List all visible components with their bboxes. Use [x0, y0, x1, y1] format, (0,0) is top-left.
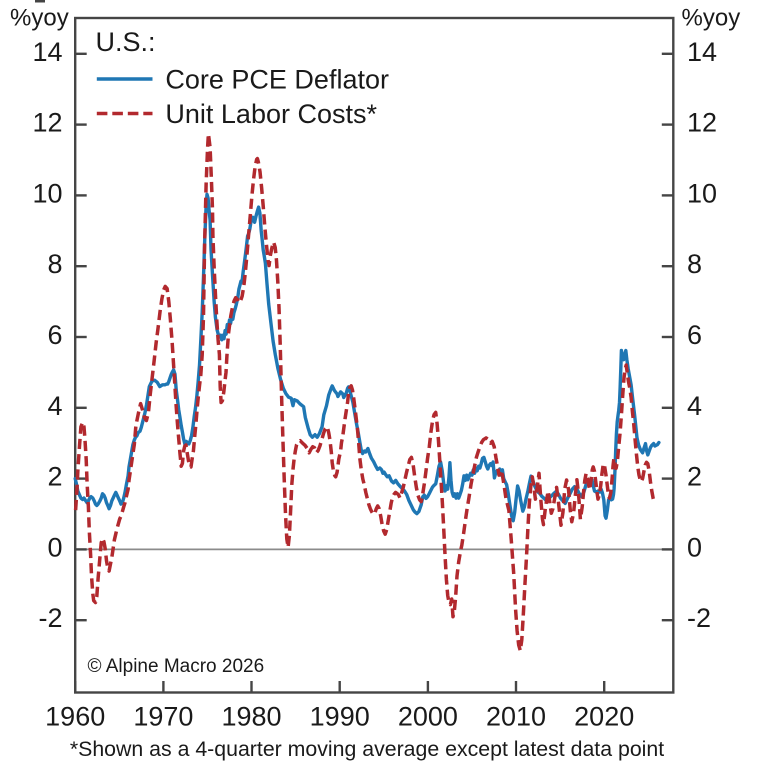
svg-text:2000: 2000 [398, 702, 458, 732]
svg-text:1980: 1980 [221, 702, 281, 732]
svg-text:4: 4 [47, 391, 62, 421]
svg-text:0: 0 [687, 532, 702, 562]
svg-text:2020: 2020 [574, 702, 634, 732]
svg-text:1990: 1990 [310, 702, 370, 732]
svg-text:6: 6 [687, 320, 702, 350]
svg-text:12: 12 [32, 108, 62, 138]
svg-text:14: 14 [687, 37, 717, 67]
svg-text:%yoy: %yoy [682, 5, 741, 32]
svg-text:Core PCE Deflator: Core PCE Deflator [165, 65, 389, 95]
svg-text:14: 14 [32, 37, 62, 67]
svg-text:Unit Labor Costs*: Unit Labor Costs* [165, 99, 377, 129]
svg-text:-2: -2 [687, 603, 711, 633]
svg-text:-2: -2 [38, 603, 62, 633]
svg-text:6: 6 [47, 320, 62, 350]
svg-text:10: 10 [687, 178, 717, 208]
svg-text:2010: 2010 [486, 702, 546, 732]
svg-text:1960: 1960 [45, 702, 105, 732]
svg-text:2: 2 [687, 462, 702, 492]
svg-text:10: 10 [32, 178, 62, 208]
svg-text:8: 8 [687, 249, 702, 279]
svg-text:U.S.:: U.S.: [96, 27, 156, 57]
svg-text:4: 4 [687, 391, 702, 421]
svg-text:12: 12 [687, 108, 717, 138]
svg-text:%yoy: %yoy [10, 5, 69, 32]
svg-text:0: 0 [47, 532, 62, 562]
svg-text:*Shown as a 4-quarter moving a: *Shown as a 4-quarter moving average exc… [70, 737, 664, 761]
svg-text:© Alpine Macro 2026: © Alpine Macro 2026 [88, 656, 265, 677]
svg-text:8: 8 [47, 249, 62, 279]
svg-text:2: 2 [47, 462, 62, 492]
svg-text:1970: 1970 [133, 702, 193, 732]
